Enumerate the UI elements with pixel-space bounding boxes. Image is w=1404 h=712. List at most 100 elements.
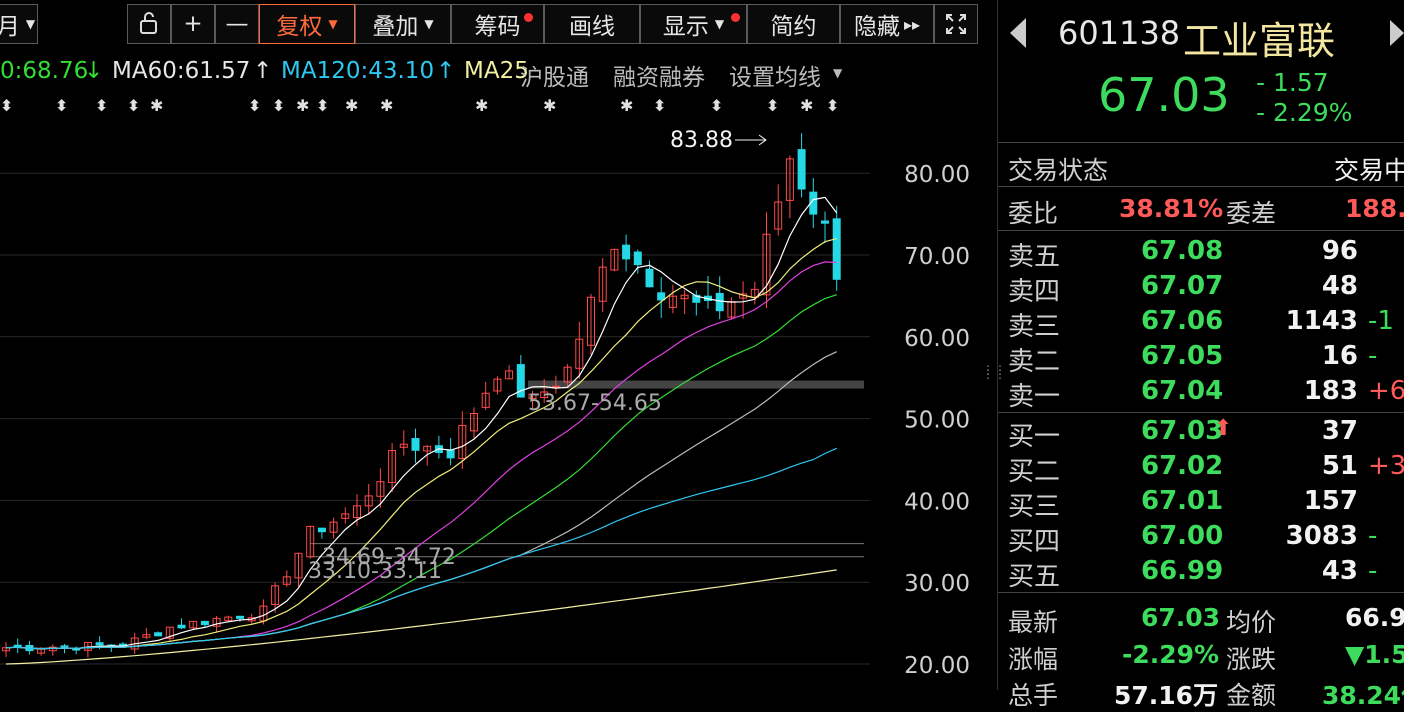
ask-level-label: 卖二 <box>1008 347 1061 377</box>
weicha-value: 188. <box>1345 194 1404 223</box>
price-change-pct: - 2.29% <box>1256 98 1353 127</box>
up-candle <box>282 576 291 585</box>
event-marker-icon[interactable]: ✱ <box>296 96 310 115</box>
divider <box>998 412 1404 413</box>
zoom-out-button[interactable]: — <box>215 4 259 44</box>
zuixin-label: 最新 <box>1008 608 1059 637</box>
down-candle <box>715 292 724 312</box>
up-candle <box>587 296 595 346</box>
ma-settings-link[interactable]: 设置均线 <box>729 65 821 90</box>
fullscreen-button[interactable] <box>934 4 978 44</box>
event-marker-icon[interactable]: ⬍ <box>316 96 330 115</box>
up-candle <box>341 513 350 519</box>
ask-row[interactable]: 卖三 67.06 1143 -1 <box>998 306 1404 342</box>
ask-level-label: 卖五 <box>1008 242 1061 272</box>
chevron-down-icon: ▼ <box>25 17 36 31</box>
ask-level-label: 卖四 <box>1008 277 1061 307</box>
ask-price: 67.08 <box>1141 236 1224 266</box>
fullscreen-icon <box>946 14 966 34</box>
ask-row[interactable]: 卖四 67.07 48 <box>998 271 1404 307</box>
ma-legend-row: 0:68.76 ↓ MA60:61.57 ↑ MA120:43.10 ↑ MA2… <box>0 56 860 90</box>
up-candle <box>481 392 490 408</box>
bid-row[interactable]: 买四 67.00 3083- <box>998 521 1404 557</box>
ma-prefix-arrow: ↓ <box>84 58 104 84</box>
kline-chart[interactable]: 80.00 70.00 60.00 50.00 40.00 30.00 20.00 83.88… <box>0 120 980 690</box>
rongzi-link[interactable]: 融资融券 <box>613 65 705 90</box>
resize-grip-icon[interactable]: ⋮⋮ ⋮⋮ <box>982 363 1006 381</box>
xianshi-button[interactable]: 显示 ▼ <box>640 4 747 44</box>
ma20-line <box>5 261 837 650</box>
zhangdie-value: ▼1.57 <box>1345 640 1404 669</box>
bid-row[interactable]: 买一 67.03 37 ⬆ <box>998 416 1404 452</box>
prev-stock-icon[interactable] <box>1010 18 1026 48</box>
ma60-label: MA60:61.57 <box>112 58 251 84</box>
chevron-down-icon: ▼ <box>328 17 338 31</box>
event-marker-icon[interactable]: ✱ <box>345 96 359 115</box>
chouma-button[interactable]: 筹码 <box>451 4 544 44</box>
divider <box>998 142 1404 143</box>
ask-row[interactable]: 卖二 67.05 16- <box>998 341 1404 377</box>
bid-row[interactable]: 买五 66.99 43- <box>998 556 1404 592</box>
bid-volume: 51 <box>1321 451 1358 481</box>
ask-level-label: 卖一 <box>1008 382 1061 412</box>
yincang-button[interactable]: 隐藏 ▸▸ <box>840 4 934 44</box>
ask-row[interactable]: 卖一 67.04 183 +6 <box>998 376 1404 412</box>
high-price-arrow-head <box>758 134 767 146</box>
up-candle <box>271 585 280 605</box>
huaxian-label: 画线 <box>569 14 615 40</box>
event-marker-icon[interactable]: ✱ <box>543 96 557 115</box>
down-candle <box>622 244 631 260</box>
bid-level-label: 买三 <box>1008 492 1061 522</box>
y-tick-label: 70.00 <box>904 244 970 270</box>
event-marker-icon[interactable]: ✱ <box>620 96 634 115</box>
huaxian-button[interactable]: 画线 <box>544 4 640 44</box>
event-marker-icon[interactable]: ⬍ <box>272 96 286 115</box>
restore-button[interactable] <box>127 4 171 44</box>
event-marker-icon[interactable]: ⬍ <box>653 96 667 115</box>
down-candle <box>633 251 642 266</box>
event-marker-icon[interactable]: ✱ <box>800 96 814 115</box>
event-marker-icon[interactable]: ✱ <box>475 96 489 115</box>
down-candle <box>446 449 455 459</box>
event-marker-icon[interactable]: ⬍ <box>55 96 69 115</box>
fuquan-button[interactable]: 复权 ▼ <box>259 4 355 44</box>
event-marker-icon[interactable]: ⬍ <box>766 96 780 115</box>
bid-volume: 157 <box>1303 486 1358 516</box>
junjia-value: 66.9 <box>1345 603 1404 632</box>
divider <box>998 186 1404 187</box>
up-candle <box>388 450 397 484</box>
event-marker-icon[interactable]: ⬍ <box>710 96 724 115</box>
up-candle <box>563 366 572 383</box>
event-marker-icon[interactable]: ⬍ <box>127 96 141 115</box>
y-tick-label: 20.00 <box>904 653 970 679</box>
jianyue-button[interactable]: 简约 <box>747 4 840 44</box>
yincang-label: 隐藏 <box>853 14 900 40</box>
event-marker-icon[interactable]: ⬍ <box>0 96 14 115</box>
notification-dot-icon <box>731 13 740 22</box>
bid-row[interactable]: 买二 67.02 51 +3 <box>998 451 1404 487</box>
event-marker-icon[interactable]: ⬍ <box>248 96 262 115</box>
event-marker-icon[interactable]: ⬍ <box>95 96 109 115</box>
down-candle <box>692 294 701 303</box>
bid-row[interactable]: 买三 67.01 157 <box>998 486 1404 522</box>
zhangfu-label: 涨幅 <box>1008 645 1059 674</box>
event-marker-icon[interactable]: ✱ <box>150 96 164 115</box>
period-button[interactable]: 月 ▼ <box>0 4 38 44</box>
ma120-label: MA120:43.10 <box>281 58 435 84</box>
y-tick-label: 50.00 <box>904 408 970 434</box>
down-candle <box>317 527 326 533</box>
event-marker-icon[interactable]: ✱ <box>380 96 394 115</box>
fuquan-label: 复权 <box>276 14 323 40</box>
cost-range-label: 53.67-54.65 <box>528 391 662 416</box>
down-candle <box>821 220 829 224</box>
zoom-in-button[interactable]: + <box>171 4 215 44</box>
event-marker-icon[interactable]: ⬍ <box>826 96 840 115</box>
next-stock-icon[interactable] <box>1390 20 1404 46</box>
up-candle <box>2 647 10 652</box>
up-candle <box>540 391 549 399</box>
zongshou-label: 总手 <box>1008 681 1059 710</box>
diejia-button[interactable]: 叠加 ▼ <box>355 4 451 44</box>
ask-level-label: 卖三 <box>1008 312 1061 342</box>
hugutong-link[interactable]: 沪股通 <box>520 65 589 90</box>
ask-row[interactable]: 卖五 67.08 96 <box>998 236 1404 272</box>
